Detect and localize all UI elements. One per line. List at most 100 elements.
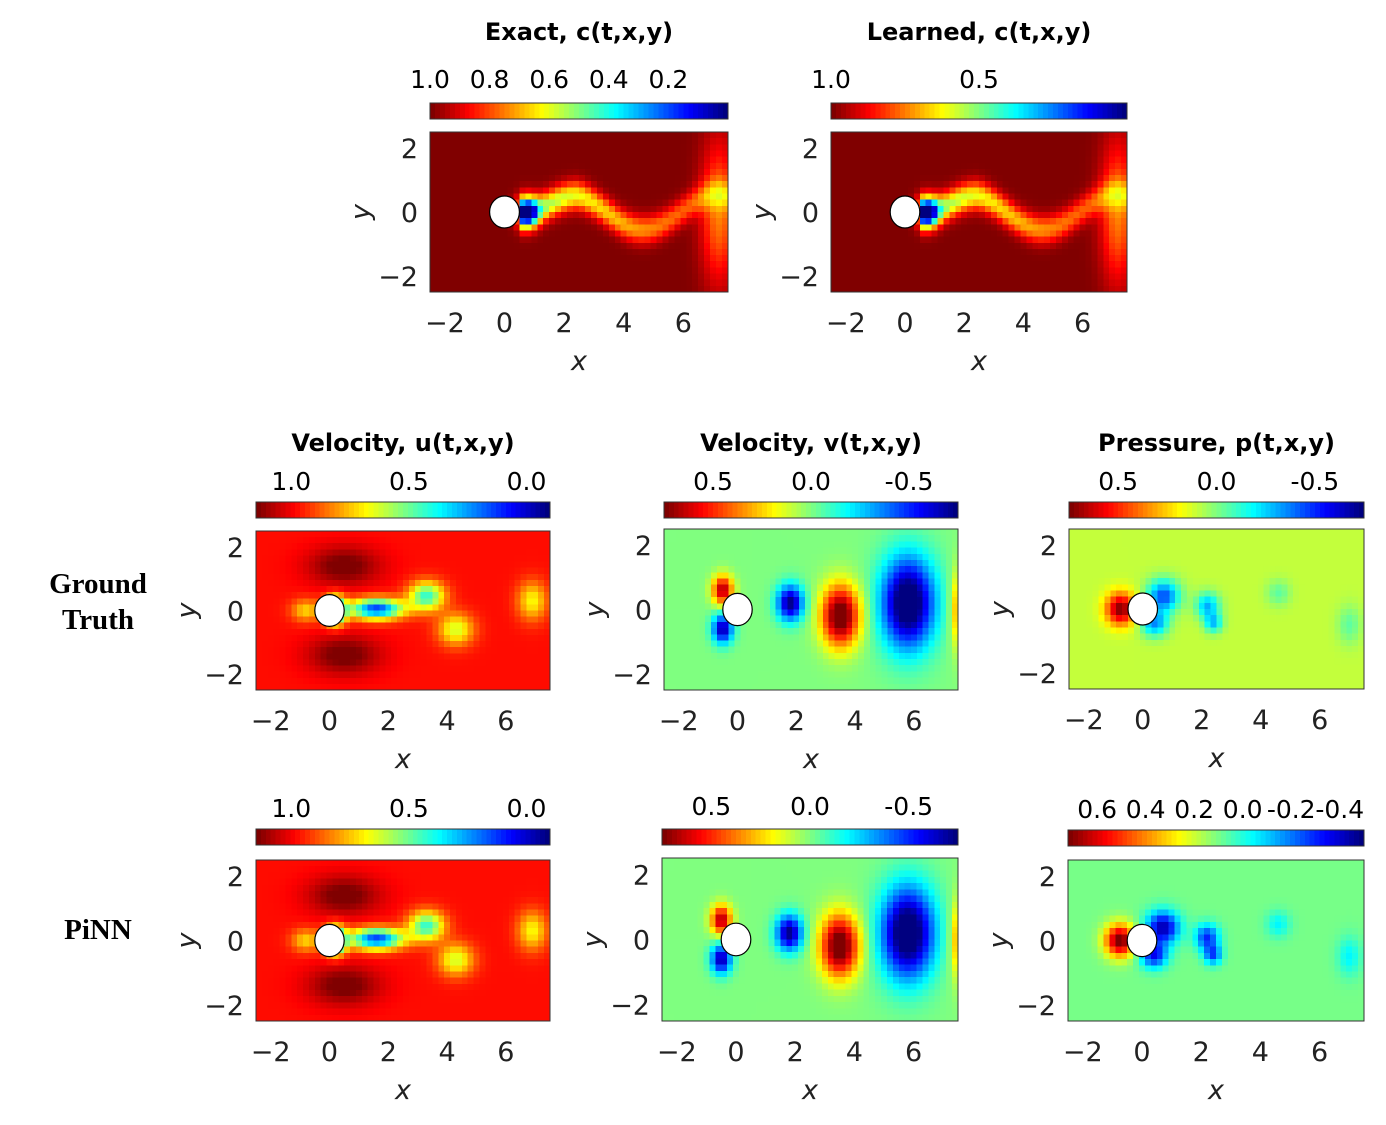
heatmap-cell xyxy=(1008,150,1016,158)
heatmap-cell xyxy=(1008,248,1016,256)
heatmap-cell xyxy=(543,193,550,201)
heatmap-cell xyxy=(444,579,451,587)
heatmap-cell xyxy=(450,683,457,691)
heatmap-cell xyxy=(459,242,467,250)
heatmap-cell xyxy=(848,187,856,195)
heatmap-cell xyxy=(350,531,357,538)
heatmap-cell xyxy=(1115,212,1122,219)
heatmap-cell xyxy=(465,175,473,182)
heatmap-cell xyxy=(441,181,449,188)
heatmap-cell xyxy=(728,566,736,573)
heatmap-cell xyxy=(459,261,467,268)
heatmap-cell xyxy=(479,677,486,685)
heatmap-cell xyxy=(710,224,717,232)
heatmap-cell xyxy=(925,279,933,287)
heatmap-cell xyxy=(373,598,381,605)
heatmap-cell xyxy=(273,573,281,581)
heatmap-cell xyxy=(459,285,467,293)
heatmap-cell xyxy=(1050,199,1057,207)
heatmap-cell xyxy=(626,205,634,213)
heatmap-cell xyxy=(1121,224,1128,232)
heatmap-cell xyxy=(854,138,862,145)
heatmap-cell xyxy=(344,659,351,667)
heatmap-cell xyxy=(544,634,551,642)
heatmap-cell xyxy=(303,543,310,550)
heatmap-cell xyxy=(531,218,538,225)
heatmap-cell xyxy=(1050,205,1057,213)
heatmap-cell xyxy=(573,279,580,287)
heatmap-cell xyxy=(614,132,622,139)
heatmap-cell xyxy=(650,193,658,201)
heatmap-cell xyxy=(1014,187,1022,195)
heatmap-cell xyxy=(1067,255,1075,262)
heatmap-cell xyxy=(426,622,433,630)
heatmap-cell xyxy=(1061,181,1069,188)
colorbar-segment xyxy=(442,502,448,518)
heatmap-cell xyxy=(544,647,551,654)
heatmap-cell xyxy=(811,590,818,598)
heatmap-cell xyxy=(902,279,909,287)
heatmap-cell xyxy=(267,531,275,538)
heatmap-cell xyxy=(878,175,885,182)
heatmap-cell xyxy=(471,205,479,213)
heatmap-cell xyxy=(710,187,717,195)
heatmap-cell xyxy=(608,267,616,275)
heatmap-cell xyxy=(955,279,962,287)
heatmap-cell xyxy=(291,604,298,612)
heatmap-cell xyxy=(526,537,533,544)
heatmap-cell xyxy=(485,561,492,569)
heatmap-cell xyxy=(435,273,443,281)
heatmap-cell xyxy=(846,572,853,580)
colorbar-segment xyxy=(678,103,684,119)
heatmap-cell xyxy=(491,671,498,679)
heatmap-cell xyxy=(1115,242,1122,250)
heatmap-cell xyxy=(967,230,974,238)
heatmap-cell xyxy=(532,567,539,575)
heatmap-cell xyxy=(711,603,718,611)
heatmap-cell xyxy=(937,242,945,250)
heatmap-cell xyxy=(538,549,545,557)
heatmap-cell xyxy=(453,230,461,238)
heatmap-cell xyxy=(467,543,475,550)
heatmap-cell xyxy=(662,279,669,287)
x-tick-label: 2 xyxy=(380,706,397,737)
heatmap-cell xyxy=(662,175,669,182)
heatmap-cell xyxy=(1103,150,1110,158)
heatmap-cell xyxy=(875,547,883,555)
heatmap-cell xyxy=(453,132,461,139)
heatmap-cell xyxy=(459,212,467,219)
heatmap-cell xyxy=(584,205,592,213)
heatmap-cell xyxy=(675,535,683,542)
heatmap-cell xyxy=(332,647,339,654)
heatmap-cell xyxy=(846,615,853,623)
heatmap-cell xyxy=(854,156,862,164)
heatmap-cell xyxy=(866,150,874,158)
heatmap-cell xyxy=(385,531,392,538)
heatmap-cell xyxy=(990,199,998,207)
heatmap-cell xyxy=(878,150,885,158)
heatmap-cell xyxy=(338,653,345,661)
heatmap-cell xyxy=(471,150,479,158)
heatmap-cell xyxy=(261,531,269,538)
heatmap-cell xyxy=(887,609,894,617)
heatmap-cell xyxy=(543,187,550,195)
heatmap-cell xyxy=(1121,212,1128,219)
heatmap-cell xyxy=(705,529,712,536)
heatmap-cell xyxy=(1044,168,1051,176)
heatmap-cell xyxy=(662,224,669,232)
heatmap-cell xyxy=(716,193,723,201)
heatmap-cell xyxy=(1091,236,1098,244)
heatmap-cell xyxy=(1026,168,1033,176)
heatmap-cell xyxy=(769,609,777,617)
heatmap-cell xyxy=(473,586,481,593)
heatmap-cell xyxy=(507,267,515,275)
heatmap-cell xyxy=(805,584,812,592)
heatmap-cell xyxy=(668,132,675,139)
heatmap-cell xyxy=(453,285,461,293)
heatmap-cell xyxy=(943,224,950,232)
heatmap-cell xyxy=(943,162,950,170)
heatmap-cell xyxy=(1014,242,1022,250)
heatmap-cell xyxy=(455,641,463,648)
heatmap-cell xyxy=(955,138,962,145)
heatmap-cell xyxy=(1073,162,1081,170)
